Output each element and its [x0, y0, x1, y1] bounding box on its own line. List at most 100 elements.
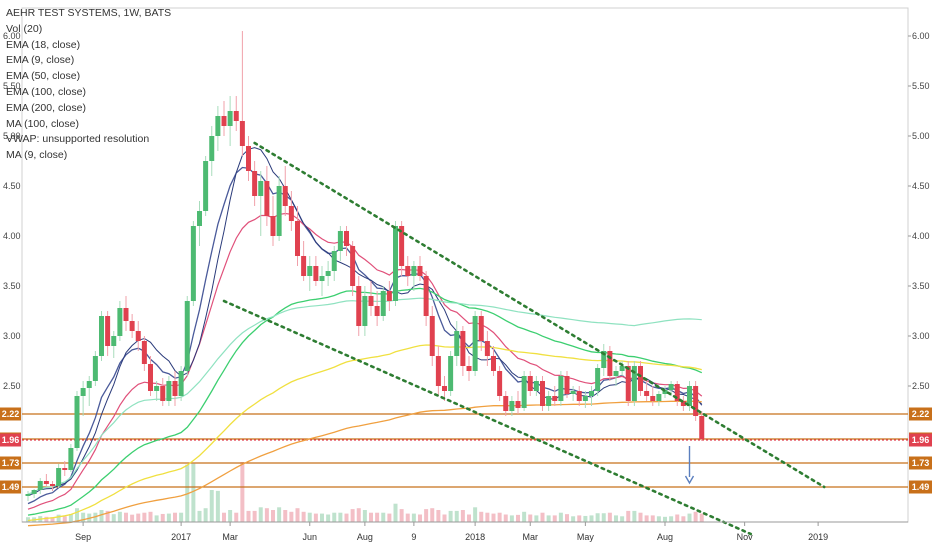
candle[interactable]: [282, 166, 288, 216]
candle[interactable]: [141, 336, 147, 371]
candle[interactable]: [319, 266, 325, 296]
candle[interactable]: [497, 366, 503, 401]
candle[interactable]: [135, 321, 141, 351]
candle[interactable]: [227, 96, 233, 146]
candle[interactable]: [393, 221, 398, 306]
indicator-ema50[interactable]: EMA (50, close): [6, 70, 81, 83]
candle[interactable]: [160, 378, 166, 406]
candle[interactable]: [527, 371, 533, 396]
candle[interactable]: [239, 31, 245, 156]
candle[interactable]: [601, 344, 607, 376]
indicator-ema100[interactable]: EMA (100, close): [6, 85, 86, 98]
indicator-ma9[interactable]: MA (9, close): [6, 149, 68, 162]
ema100-line[interactable]: [27, 344, 702, 522]
candle[interactable]: [399, 221, 405, 276]
candle[interactable]: [368, 281, 374, 316]
candle[interactable]: [429, 306, 435, 366]
candle[interactable]: [656, 391, 662, 406]
candle[interactable]: [62, 461, 68, 476]
candle[interactable]: [491, 346, 496, 376]
candle[interactable]: [435, 346, 441, 396]
candle[interactable]: [105, 311, 111, 356]
candle[interactable]: [423, 271, 429, 326]
indicator-vwap[interactable]: VWAP: unsupported resolution: [6, 133, 150, 146]
candle[interactable]: [484, 331, 490, 366]
candle[interactable]: [86, 376, 92, 406]
candle[interactable]: [325, 261, 331, 286]
candle[interactable]: [680, 396, 686, 411]
candle[interactable]: [582, 391, 588, 408]
candle[interactable]: [288, 191, 294, 231]
candle[interactable]: [344, 226, 349, 256]
candle[interactable]: [454, 321, 460, 366]
indicator-ema200[interactable]: EMA (200, close): [6, 101, 86, 114]
candle[interactable]: [111, 331, 117, 358]
candle[interactable]: [356, 276, 362, 336]
candle[interactable]: [43, 474, 49, 486]
candle[interactable]: [74, 391, 80, 451]
candle[interactable]: [466, 356, 472, 381]
candle[interactable]: [448, 351, 454, 396]
candle[interactable]: [25, 491, 31, 501]
candle[interactable]: [362, 286, 368, 336]
candle[interactable]: [564, 371, 570, 398]
candle[interactable]: [154, 381, 160, 401]
candle[interactable]: [417, 256, 423, 281]
candle[interactable]: [172, 371, 178, 406]
candle[interactable]: [129, 314, 135, 338]
candle[interactable]: [313, 256, 319, 286]
candle[interactable]: [386, 281, 392, 311]
candle[interactable]: [99, 311, 104, 361]
lower-channel-line[interactable]: [222, 299, 753, 536]
ema200-line[interactable]: [27, 400, 702, 527]
candle[interactable]: [215, 106, 221, 151]
upper-channel-line[interactable]: [253, 141, 826, 489]
candle[interactable]: [56, 464, 62, 488]
candle[interactable]: [650, 386, 656, 406]
candle[interactable]: [178, 366, 184, 401]
candle[interactable]: [533, 376, 539, 396]
candle[interactable]: [50, 481, 55, 491]
ema18-line[interactable]: [27, 212, 703, 510]
candle[interactable]: [644, 381, 650, 401]
candle[interactable]: [693, 381, 699, 421]
candle[interactable]: [252, 161, 258, 206]
candle[interactable]: [233, 96, 239, 131]
candle[interactable]: [674, 381, 680, 406]
candle[interactable]: [552, 386, 558, 406]
candle[interactable]: [589, 386, 594, 406]
indicator-ema9[interactable]: EMA (9, close): [6, 54, 75, 67]
candle[interactable]: [197, 201, 202, 246]
candle[interactable]: [405, 256, 411, 286]
candle[interactable]: [558, 371, 564, 406]
candle[interactable]: [148, 356, 153, 396]
candle[interactable]: [509, 396, 515, 416]
candle[interactable]: [570, 386, 576, 401]
candle[interactable]: [442, 376, 447, 401]
candle[interactable]: [184, 296, 190, 376]
candle[interactable]: [374, 291, 380, 326]
candle[interactable]: [472, 311, 478, 376]
candle[interactable]: [209, 126, 215, 176]
candle[interactable]: [37, 478, 43, 494]
candle[interactable]: [337, 226, 343, 261]
candle[interactable]: [246, 136, 251, 181]
candle[interactable]: [576, 386, 582, 406]
candle[interactable]: [699, 411, 705, 441]
candle[interactable]: [411, 261, 417, 291]
candle[interactable]: [350, 241, 356, 296]
candle[interactable]: [80, 381, 86, 416]
candle[interactable]: [662, 386, 668, 398]
candle[interactable]: [631, 361, 637, 406]
candle[interactable]: [68, 444, 74, 472]
indicator-ma100[interactable]: MA (100, close): [6, 117, 79, 130]
channel-lines[interactable]: [222, 141, 826, 536]
candle[interactable]: [460, 326, 466, 376]
candle[interactable]: [503, 391, 509, 416]
candle[interactable]: [595, 364, 601, 396]
candle[interactable]: [638, 361, 643, 396]
candle[interactable]: [203, 156, 209, 216]
candle[interactable]: [380, 286, 386, 321]
candle[interactable]: [478, 311, 484, 351]
